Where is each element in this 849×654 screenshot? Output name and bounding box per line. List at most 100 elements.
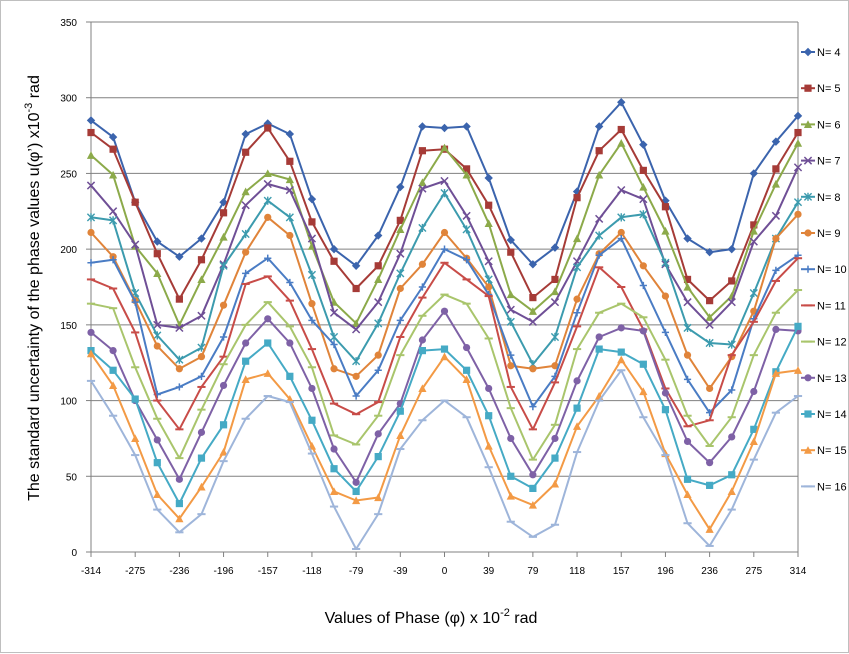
data-point	[153, 490, 162, 499]
data-point	[285, 213, 294, 222]
data-point	[749, 226, 758, 235]
data-point	[506, 305, 515, 314]
data-point	[242, 339, 250, 347]
data-point	[484, 275, 493, 284]
data-point	[197, 428, 206, 436]
x-tick-label: -314	[81, 566, 101, 577]
series-16	[86, 369, 803, 550]
data-point	[706, 481, 714, 489]
series-4	[86, 98, 803, 270]
data-point	[506, 290, 515, 299]
legend-item: N= 16	[801, 481, 847, 493]
data-point	[705, 320, 714, 329]
data-point	[418, 184, 427, 193]
legend-label: N= 13	[817, 373, 847, 385]
data-point	[109, 347, 117, 355]
data-point	[661, 389, 670, 397]
data-point	[153, 320, 162, 329]
legend-item: N= 7	[801, 156, 841, 168]
data-point	[727, 298, 736, 307]
series-9	[87, 210, 802, 393]
data-point	[440, 307, 449, 315]
data-point	[131, 240, 140, 249]
data-point	[418, 178, 427, 187]
data-point	[351, 325, 361, 334]
data-point	[87, 128, 95, 137]
data-point	[440, 123, 449, 133]
y-axis-title-text: The standard uncertainty of the phase va…	[26, 112, 43, 500]
data-point	[507, 434, 515, 443]
data-point	[617, 355, 626, 364]
data-point	[153, 342, 161, 350]
data-point	[507, 351, 515, 359]
data-point	[329, 244, 339, 254]
data-point	[705, 313, 714, 321]
data-point	[750, 387, 758, 396]
data-point	[528, 307, 537, 315]
x-tick-label: 118	[569, 566, 585, 577]
data-point	[595, 333, 603, 341]
x-tick-label: -275	[125, 566, 145, 577]
data-point	[285, 175, 294, 184]
data-point	[197, 353, 206, 361]
data-point	[573, 404, 581, 412]
data-point	[241, 129, 250, 139]
data-point	[462, 165, 471, 173]
data-point	[484, 441, 493, 450]
data-point	[793, 198, 803, 207]
data-point	[595, 231, 604, 240]
data-point	[396, 284, 404, 293]
data-point	[352, 319, 361, 327]
data-point	[329, 332, 339, 342]
data-point	[639, 281, 647, 290]
data-point	[440, 345, 449, 353]
series-7	[86, 163, 803, 334]
data-point	[175, 365, 183, 373]
data-point	[485, 412, 493, 420]
legend-label: N= 8	[817, 192, 841, 204]
data-point	[87, 328, 95, 337]
data-point	[396, 225, 405, 234]
data-point	[462, 375, 471, 383]
data-point	[197, 311, 206, 320]
data-point	[352, 357, 361, 366]
data-point	[374, 366, 382, 374]
series-line	[90, 127, 799, 302]
data-point	[617, 228, 625, 237]
legend-item: N= 15	[801, 445, 847, 457]
data-point	[440, 143, 449, 152]
data-point	[131, 434, 140, 443]
data-point	[109, 145, 117, 153]
data-point	[263, 169, 272, 178]
data-point	[418, 347, 427, 355]
data-point	[418, 260, 427, 268]
data-point	[86, 151, 96, 159]
legend-label: N= 9	[817, 228, 841, 240]
legend: N= 4 N= 5 N= 6 N= 7 N= 8 N= 9 N= 10 N= 11 N= 12 N…	[801, 47, 847, 493]
data-point	[683, 282, 692, 291]
data-point	[330, 340, 338, 349]
data-point	[307, 234, 317, 243]
y-axis-ticks: 0 50 100 150 200 250 300 350	[60, 18, 91, 559]
legend-item: N= 9	[801, 228, 841, 240]
legend-marker	[803, 192, 813, 201]
data-point	[175, 475, 183, 483]
series-line	[90, 289, 799, 461]
data-point	[308, 316, 316, 324]
data-point	[484, 219, 493, 227]
data-point	[706, 297, 714, 305]
data-point	[507, 248, 515, 256]
data-point	[507, 362, 515, 370]
data-point	[793, 366, 803, 374]
x-axis-title: Values of Phase (φ) x 10-2 rad	[325, 607, 538, 627]
data-point	[661, 226, 670, 235]
data-point	[264, 339, 272, 347]
data-point	[108, 132, 118, 142]
data-point	[639, 166, 647, 174]
series-line	[90, 192, 799, 366]
data-point	[87, 259, 95, 267]
data-point	[484, 257, 493, 266]
series-15	[86, 349, 803, 533]
data-point	[197, 275, 206, 284]
